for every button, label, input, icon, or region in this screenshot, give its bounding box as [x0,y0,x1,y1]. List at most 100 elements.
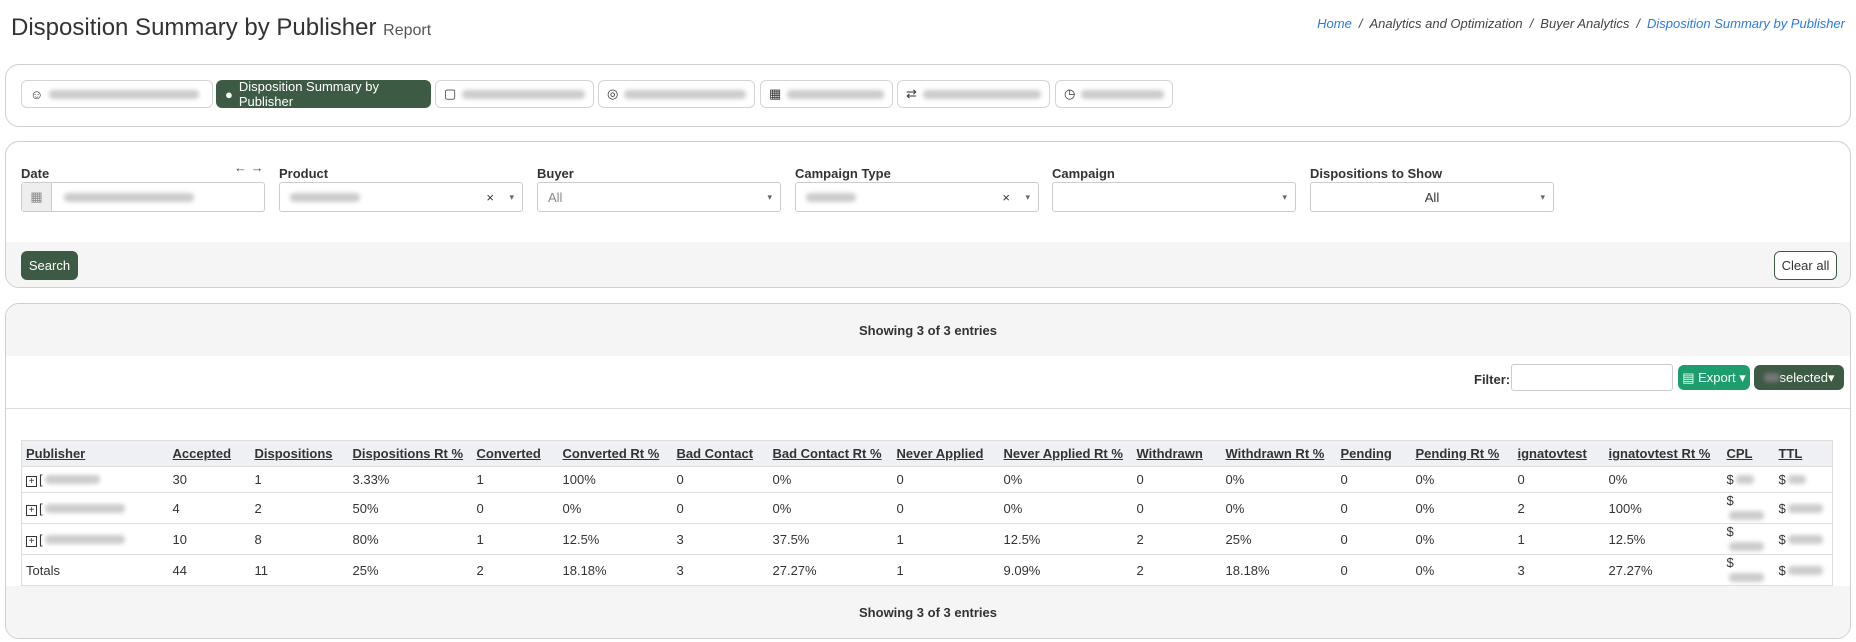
breadcrumbs: Home / Analytics and Optimization / Buyer An… [1317,16,1845,31]
filter-input[interactable]: All ▾ [537,182,781,212]
column-header[interactable]: Never Applied Rt % [999,440,1133,467]
cell-text: 12.5% [1608,531,1646,547]
breadcrumb[interactable]: Disposition Summary by Publisher [1647,16,1845,31]
filter-footer [6,242,1850,287]
selected-button[interactable]: selected ▾ [1754,365,1844,390]
results-card: Showing 3 of 3 entries Filter: ▤ Export … [5,303,1851,639]
cell-text: $ [1778,472,1786,487]
caret: ▾ [1540,192,1545,202]
cell-text: 0 [676,472,684,487]
table-cell: 2 [1132,523,1222,555]
column-header[interactable]: Dispositions Rt % [348,440,473,467]
selected-label: selected [1779,370,1828,385]
tab-label: Disposition Summary by Publisher [238,79,380,109]
cell-text: 10 [172,531,187,547]
table-cell: 0% [768,492,893,524]
filter-label: Campaign Type [795,166,891,181]
breadcrumb[interactable]: Home [1317,16,1352,31]
filter-input[interactable] [1511,364,1673,391]
table-cell: 0% [1604,466,1723,493]
tab-active[interactable]: ● Disposition Summary by Publisher [216,79,431,109]
column-header[interactable]: Publisher [21,440,169,467]
filter-label: Date [21,166,50,181]
cell-text: $ [1726,472,1734,487]
cell-text: 30 [172,472,187,487]
separator: / [1529,16,1534,31]
blur-value [1728,542,1764,551]
table-cell: 1 [250,466,349,493]
cell-text: 12.5% [1003,531,1041,547]
expand-icon[interactable]: + [26,504,37,516]
cell-text: 8 [254,531,262,547]
cell-text: 18.18% [1225,562,1270,578]
tab[interactable]: ⇄ [897,80,1050,108]
column-header[interactable]: Converted [472,440,559,467]
column-header[interactable]: Withdrawn Rt % [1221,440,1337,467]
entries-info: Showing 3 of 3 entries [6,304,1850,356]
column-header[interactable]: ignatovtest Rt % [1604,440,1723,467]
clear-button[interactable]: Clear all [1774,251,1837,280]
column-header[interactable]: Withdrawn [1132,440,1222,467]
blur-value [44,534,125,544]
cell-text: 0 [1340,531,1348,547]
table-cell: $ [1722,492,1775,524]
table-cell: $ [1722,466,1775,493]
table-cell: 0% [999,466,1133,493]
filter-input[interactable]: × ▾ [795,182,1039,212]
cell-text: 11 [254,562,269,578]
cell-text: 3 [676,531,684,547]
tab[interactable]: ☺ [21,80,213,108]
cell-text: 0 [1136,500,1144,516]
column-header[interactable]: ignatovtest [1513,440,1605,467]
table-cell: +[ [21,492,169,524]
column-header[interactable]: Bad Contact Rt % [768,440,893,467]
tab[interactable]: ▢ [435,80,594,108]
column-header[interactable]: Dispositions [250,440,349,467]
column-header[interactable]: Pending [1336,440,1412,467]
search-button[interactable]: Search [21,251,78,280]
tab[interactable]: ▦ [760,80,893,108]
column-header[interactable]: TTL [1774,440,1833,467]
table-cell: 0 [672,492,769,524]
table-cell: 0 [1336,554,1412,586]
filter-input[interactable]: ▦ [21,182,265,212]
filter-input[interactable]: All ▾ [1310,182,1554,212]
table-cell: 27.27% [1604,554,1723,586]
cell-text: 0 [896,472,904,487]
table-cell: 4 [168,492,251,524]
column-header[interactable]: Never Applied [892,440,1000,467]
table-cell: 0 [1132,466,1222,493]
cell-text: 0% [1415,500,1435,516]
filter-input[interactable]: ▾ [1052,182,1296,212]
column-header[interactable]: CPL [1722,440,1775,467]
table-cell: $ [1722,554,1775,586]
table-cell: 1 [892,523,1000,555]
table-cell: 0 [1132,492,1222,524]
column-header[interactable]: Accepted [168,440,251,467]
table-cell: +[ [21,523,169,555]
table-cell: $ [1774,492,1833,524]
filter-label: Campaign [1052,166,1115,181]
blur-value [44,503,125,513]
separator: / [1636,16,1641,31]
cell-text: 1 [476,472,484,487]
column-header[interactable]: Bad Contact [672,440,769,467]
cell-text: 1 [896,531,904,547]
tab[interactable]: ◎ [598,80,755,108]
cell-text: 1 [896,562,904,578]
table-cell: +[ [21,466,169,493]
title: Disposition Summary by Publisher [11,14,377,41]
cell-text: 0 [1340,472,1348,487]
filter-input[interactable]: × ▾ [279,182,523,212]
export-button[interactable]: ▤ Export ▾ [1678,365,1750,390]
table-cell: 37.5% [768,523,893,555]
column-header[interactable]: Converted Rt % [558,440,673,467]
date-arrows: ← → [234,160,264,175]
expand-icon[interactable]: + [26,535,37,547]
table-cell: 18.18% [1221,554,1337,586]
column-header[interactable]: Pending Rt % [1411,440,1514,467]
tab[interactable]: ◷ [1055,80,1173,108]
filter-label: Dispositions to Show [1310,166,1443,181]
tabs-card: ☺ ● Disposition Summary by Publisher ▢ ◎ … [5,64,1851,127]
expand-icon[interactable]: + [26,476,37,487]
